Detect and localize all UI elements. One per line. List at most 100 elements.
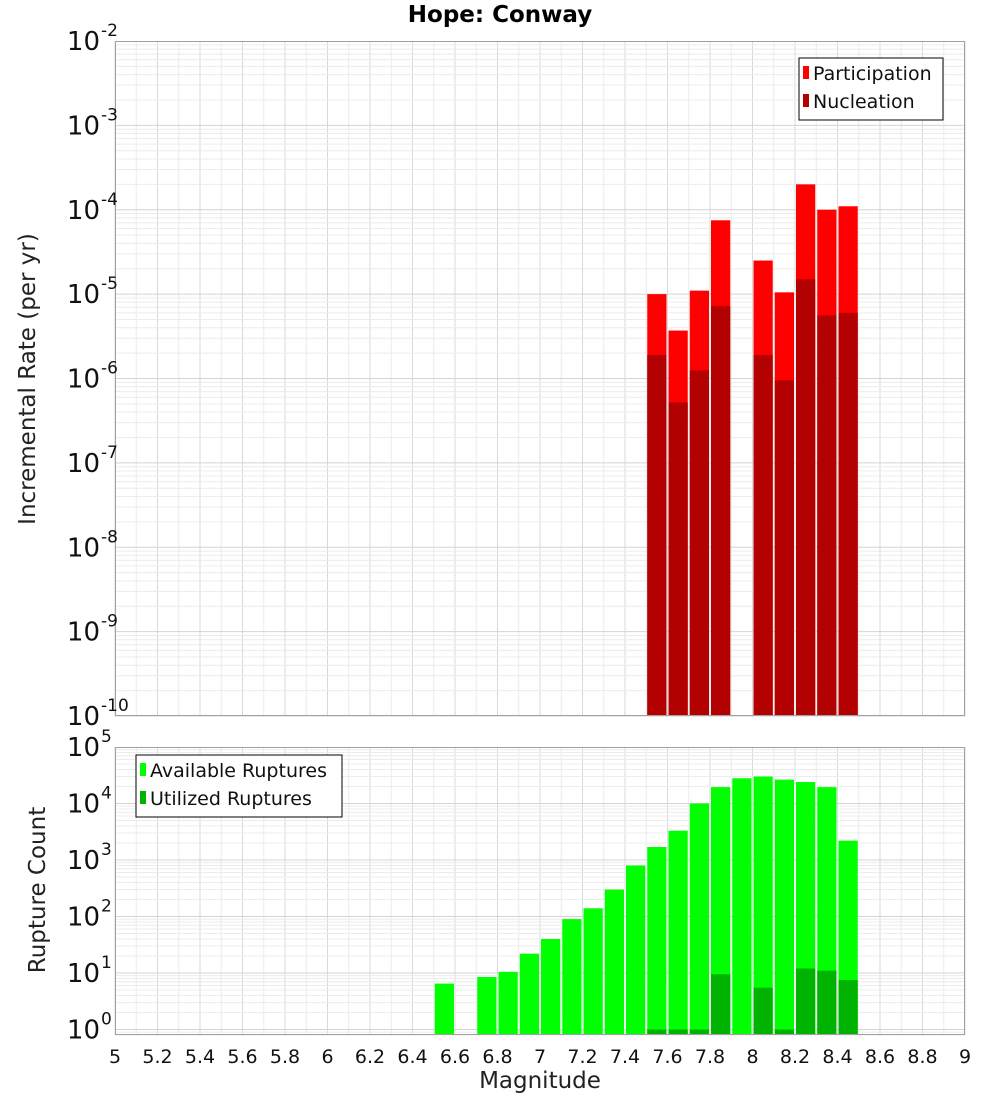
rate-panel-ytick-mantissa: 10 [67, 618, 100, 648]
rate-panel-ylabel: Incremental Rate (per yr) [15, 233, 41, 525]
rate-panel-legend-swatch [803, 66, 809, 79]
count-panel-bars [434, 776, 858, 1035]
count-panel-legend-swatch [140, 763, 146, 776]
rate-panel-ytick-label-6: 10 -4 [67, 190, 118, 226]
x-tick-label: 5.6 [227, 1046, 257, 1068]
count-panel-ytick-mantissa: 10 [67, 790, 100, 820]
count-panel: 10 010 110 210 310 410 55 5.2 5.4 5.6 5.8 6 6.2 6.4 6.… [67, 727, 971, 1068]
x-tick-label: 7.4 [610, 1046, 640, 1068]
count-panel-ytick-exponent: 5 [101, 727, 112, 747]
count-panel-bar-available-ruptures-1 [477, 977, 497, 1035]
x-tick-label: 5.4 [185, 1046, 215, 1068]
x-tick-label: 7.2 [567, 1046, 597, 1068]
count-panel-ytick-exponent: 2 [101, 897, 112, 917]
rate-panel-grid [114, 41, 966, 717]
count-panel-ytick-label-2: 10 2 [67, 897, 112, 933]
x-tick-label: 7.8 [695, 1046, 725, 1068]
count-panel-bar-available-ruptures-4 [541, 939, 561, 1035]
count-panel-ytick-label-5: 10 5 [67, 727, 112, 763]
count-panel-bar-utilized-ruptures-5 [774, 1029, 794, 1035]
rate-panel-ytick-exponent: -8 [101, 527, 118, 547]
count-panel-bar-available-ruptures-13 [732, 778, 752, 1035]
x-tick-label: 8.8 [907, 1046, 937, 1068]
count-panel-ytick-label-4: 10 4 [67, 784, 112, 820]
rate-panel-legend-swatch [803, 94, 809, 107]
rate-panel-bar-nucleation-1 [668, 402, 688, 716]
count-panel-bar-available-ruptures-9 [647, 846, 667, 1035]
count-panel-legend-swatch [140, 791, 146, 804]
rate-panel-ytick-exponent: -2 [101, 21, 118, 41]
rate-panel-ytick-mantissa: 10 [67, 702, 100, 732]
count-panel-ylabel: Rupture Count [25, 806, 51, 974]
count-panel-bar-available-ruptures-5 [562, 919, 582, 1035]
count-panel-bar-available-ruptures-0 [434, 983, 454, 1035]
rate-panel-ytick-label-7: 10 -3 [67, 105, 118, 141]
rate-panel-bar-nucleation-2 [689, 370, 709, 716]
x-tick-label: 8.2 [780, 1046, 810, 1068]
count-panel-ytick-mantissa: 10 [67, 733, 100, 763]
count-panel-ytick-exponent: 1 [101, 953, 112, 973]
x-tick-label: 8 [746, 1046, 758, 1068]
rate-panel-ytick-exponent: -5 [101, 274, 118, 294]
count-panel-ytick-exponent: 4 [101, 784, 112, 804]
rate-panel-bars [647, 184, 858, 717]
count-panel-ytick-exponent: 3 [101, 840, 112, 860]
rate-panel-bar-nucleation-3 [711, 306, 731, 716]
count-panel-ytick-label-1: 10 1 [67, 953, 112, 989]
rate-panel-ytick-label-4: 10 -6 [67, 359, 118, 395]
x-axis-label: Magnitude [479, 1068, 601, 1094]
count-panel-bar-available-ruptures-10 [668, 830, 688, 1035]
rate-panel-ytick-label-2: 10 -8 [67, 527, 118, 563]
count-panel-bar-utilized-ruptures-4 [753, 987, 773, 1035]
rate-panel-ytick-exponent: -4 [101, 190, 118, 210]
rate-panel-ytick-exponent: -10 [101, 696, 129, 716]
count-panel-bar-available-ruptures-14 [753, 776, 773, 1035]
x-tick-label: 6 [321, 1046, 333, 1068]
count-panel-ytick-exponent: 0 [101, 1010, 112, 1030]
rate-panel-ytick-mantissa: 10 [67, 365, 100, 395]
rate-panel-ytick-label-0: 10 -10 [67, 696, 129, 732]
count-panel-bar-utilized-ruptures-6 [796, 968, 816, 1035]
count-panel-bar-available-ruptures-7 [604, 889, 624, 1035]
rate-panel-ytick-mantissa: 10 [67, 111, 100, 141]
rate-panel-bar-nucleation-8 [838, 312, 858, 716]
x-tick-label: 7 [534, 1046, 546, 1068]
count-panel-bar-available-ruptures-11 [689, 803, 709, 1035]
count-panel-ytick-mantissa: 10 [67, 1016, 100, 1046]
rate-panel-ytick-label-8: 10 -2 [67, 21, 118, 57]
count-panel-bar-utilized-ruptures-3 [711, 974, 731, 1035]
chart-title: Hope: Conway [407, 2, 593, 28]
x-tick-label: 5.2 [142, 1046, 172, 1068]
rate-panel-bar-nucleation-5 [774, 380, 794, 716]
rate-panel-ytick-mantissa: 10 [67, 280, 100, 310]
count-panel-ytick-mantissa: 10 [67, 846, 100, 876]
count-panel-bar-utilized-ruptures-1 [668, 1029, 688, 1035]
rate-panel-ytick-label-1: 10 -9 [67, 612, 118, 648]
x-tick-label: 8.4 [822, 1046, 852, 1068]
count-panel-bar-available-ruptures-8 [626, 865, 646, 1035]
count-panel-legend: Available Ruptures Utilized Ruptures [135, 754, 343, 818]
rate-panel-legend-box [798, 57, 944, 121]
count-panel-legend-box [135, 754, 343, 818]
rate-panel-ytick-exponent: -6 [101, 359, 118, 379]
rate-panel-frame [115, 41, 965, 716]
rate-panel-ytick-exponent: -7 [101, 443, 118, 463]
count-panel-legend-label: Available Ruptures [150, 760, 327, 782]
count-panel-bar-available-ruptures-15 [774, 779, 794, 1035]
x-tick-label: 8.6 [865, 1046, 895, 1068]
count-panel-ytick-mantissa: 10 [67, 959, 100, 989]
count-panel-ytick-label-3: 10 3 [67, 840, 112, 876]
rate-panel-bar-nucleation-6 [796, 279, 816, 716]
count-panel-legend-label: Utilized Ruptures [150, 788, 312, 810]
count-panel-frame [115, 747, 965, 1035]
count-panel-bar-utilized-ruptures-8 [838, 980, 858, 1035]
rate-panel-ytick-label-5: 10 -5 [67, 274, 118, 310]
x-tick-label: 6.8 [482, 1046, 512, 1068]
rate-panel-ytick-label-3: 10 -7 [67, 443, 118, 479]
count-panel-bar-available-ruptures-12 [711, 787, 731, 1035]
rate-panel-legend-label: Participation [813, 63, 932, 85]
rate-panel-ytick-mantissa: 10 [67, 449, 100, 479]
rate-panel-legend-label: Nucleation [813, 91, 915, 113]
